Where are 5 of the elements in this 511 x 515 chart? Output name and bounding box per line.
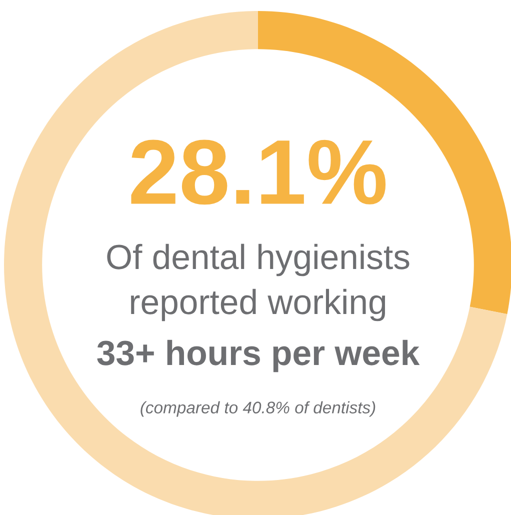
text: 33+ hours per week xyxy=(97,340,420,372)
text: reported working xyxy=(131,288,386,322)
text: (compared to 40.8% of dentists) xyxy=(140,401,376,417)
text: Of dental hygienists xyxy=(107,244,410,276)
data-label: 28.1% xyxy=(131,140,386,205)
